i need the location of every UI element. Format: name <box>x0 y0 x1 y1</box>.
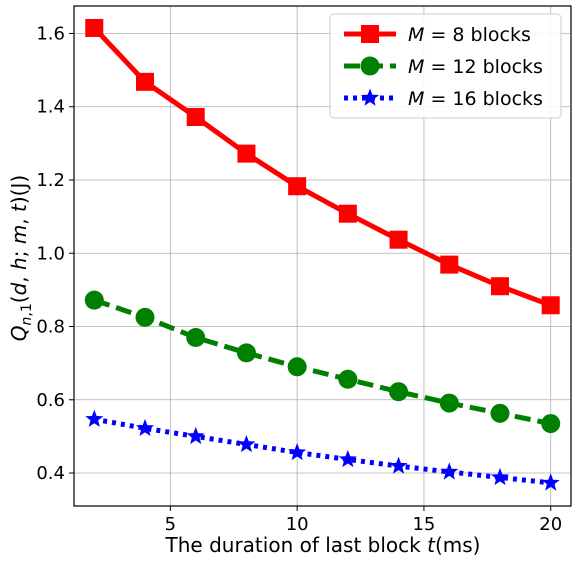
series-2 <box>84 290 561 434</box>
data-point <box>237 434 256 453</box>
data-point <box>541 414 561 434</box>
y-tick-label: 1.0 <box>36 243 65 264</box>
data-point <box>136 72 154 91</box>
data-point <box>389 230 408 249</box>
legend-entry: M = 8 blocks <box>344 24 531 46</box>
data-point <box>135 418 155 437</box>
data-point <box>186 107 205 126</box>
data-point <box>389 382 409 402</box>
series-line <box>93 297 552 427</box>
data-point <box>440 462 459 480</box>
x-tick-label: 15 <box>412 514 435 535</box>
data-point <box>338 449 357 468</box>
legend-marker <box>360 88 380 106</box>
legend-entry: M = 16 blocks <box>344 88 543 110</box>
data-point <box>338 204 357 223</box>
data-point <box>186 426 205 445</box>
series-layer <box>84 18 561 491</box>
data-point <box>236 343 256 363</box>
y-tick-label: 1.2 <box>36 170 65 191</box>
y-tick-label: 1.4 <box>36 97 65 118</box>
x-tick-label: 5 <box>165 514 176 535</box>
data-point <box>440 255 459 274</box>
y-tick-label: 1.6 <box>36 23 65 44</box>
data-point <box>84 290 104 310</box>
data-point <box>490 467 510 486</box>
data-point <box>490 403 510 423</box>
y-tick-label: 0.4 <box>36 463 65 484</box>
x-axis-title: The duration of last block t(ms) <box>165 533 481 557</box>
series-3 <box>85 409 560 491</box>
data-point <box>135 307 155 327</box>
data-point <box>389 456 408 474</box>
series-1 <box>85 18 560 315</box>
legend-entry: M = 12 blocks <box>344 56 543 78</box>
data-point <box>287 357 307 377</box>
legend-box <box>329 13 562 119</box>
y-tick-label: 0.6 <box>36 390 65 411</box>
plot-frame <box>73 5 572 507</box>
y-axis-title: Qn,1(d, h; m, t)(J) <box>7 175 35 341</box>
legend-label: M = 8 blocks <box>408 24 531 46</box>
legend: M = 8 blocks M = 12 blocks M = 16 blocks <box>329 13 562 119</box>
legend-marker <box>360 56 380 76</box>
series-line <box>92 26 552 308</box>
legend-label: M = 16 blocks <box>408 88 543 110</box>
data-point <box>186 328 206 348</box>
data-point <box>541 296 560 315</box>
x-tick-label: 20 <box>539 514 562 535</box>
data-point <box>439 393 459 413</box>
legend-label: M = 12 blocks <box>408 56 543 78</box>
data-point <box>85 409 104 427</box>
y-tick-label: 0.8 <box>36 317 65 338</box>
data-point <box>288 177 307 196</box>
ticks: 5 10 15 20 0.4 0.6 0.8 1.0 1.2 1.4 1.6 <box>36 23 562 535</box>
data-point <box>491 277 509 296</box>
x-tick-label: 10 <box>286 514 309 535</box>
data-point <box>237 144 256 163</box>
data-point <box>288 443 307 461</box>
legend-marker <box>361 25 379 43</box>
data-point <box>85 18 104 37</box>
data-point <box>541 473 560 491</box>
data-point <box>338 369 358 389</box>
